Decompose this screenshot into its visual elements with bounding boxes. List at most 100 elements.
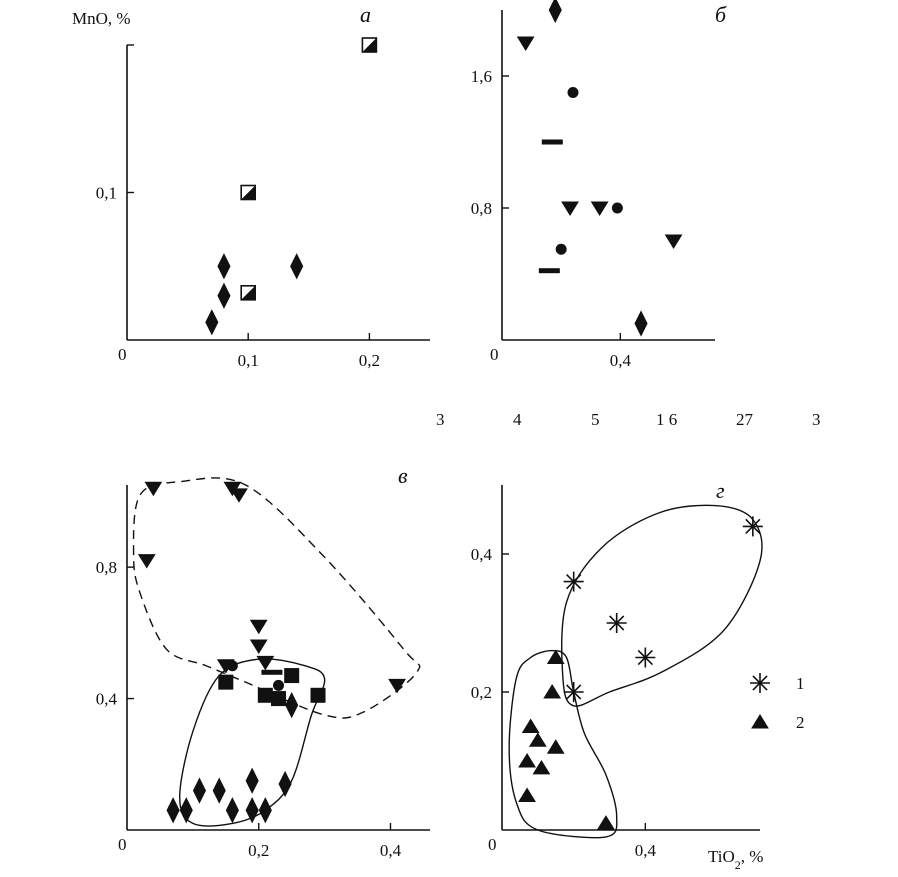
point-diamond	[166, 797, 180, 824]
x-tick-label: 0,2	[248, 841, 269, 860]
point-diamond	[245, 797, 259, 824]
origin-label: 0	[118, 835, 127, 854]
point-dash	[538, 268, 560, 274]
point-triangle-up	[518, 787, 536, 802]
y-tick-label: 0,8	[96, 558, 117, 577]
legend-label-2: 2	[796, 713, 805, 732]
point-square	[271, 691, 286, 707]
legend-asterisk-icon	[750, 673, 770, 693]
stray-number: 3	[436, 410, 445, 429]
point-triangle-down	[516, 36, 535, 51]
y-tick-label: 0,2	[471, 683, 492, 702]
field-outline-solid	[508, 649, 618, 839]
point-circle	[226, 660, 238, 672]
y-tick-label: 0,4	[96, 690, 118, 709]
point-diamond	[217, 253, 231, 280]
x-tick-label: 0,4	[380, 841, 402, 860]
point-diamond	[205, 309, 219, 336]
point-diamond	[258, 797, 272, 824]
point-diamond	[212, 777, 226, 804]
point-asterisk	[742, 516, 763, 537]
point-diamond	[217, 282, 231, 309]
point-triangle-up	[546, 739, 565, 754]
point-circle	[273, 679, 284, 691]
point-square	[284, 668, 300, 684]
point-triangle-down	[664, 234, 683, 249]
panel-label: г	[716, 478, 725, 503]
y-tick-label: 0,8	[471, 199, 492, 218]
x-axis-title: TiO2, %	[708, 847, 763, 872]
x-tick-label: 0,1	[238, 351, 259, 370]
stray-number: 5	[591, 410, 600, 429]
x-tick-label: 0,4	[610, 351, 632, 370]
point-triangle-down	[561, 201, 579, 216]
point-diamond	[225, 797, 239, 824]
point-triangle-down	[256, 655, 275, 671]
point-triangle-up	[518, 753, 536, 768]
point-triangle-up	[532, 759, 551, 775]
field-outline-dashed	[132, 477, 421, 719]
point-diamond	[179, 797, 193, 824]
stray-number: 4	[513, 410, 522, 429]
point-dash	[541, 139, 563, 145]
point-asterisk	[563, 571, 584, 592]
point-diamond	[245, 767, 259, 794]
panel-label: в	[398, 463, 408, 488]
point-circle	[555, 243, 567, 255]
panel-label: б	[715, 2, 727, 27]
panel-label: а	[360, 2, 371, 27]
point-half-square	[240, 184, 256, 201]
point-diamond	[634, 310, 648, 337]
y-tick-label: 0,1	[96, 184, 117, 203]
field-outline-solid	[561, 504, 763, 707]
point-triangle-down	[249, 619, 268, 635]
point-triangle-down	[388, 678, 406, 694]
legend-label-1: 1	[796, 674, 805, 693]
point-triangle-down	[590, 201, 609, 216]
point-dash	[261, 669, 283, 675]
point-diamond	[290, 253, 304, 280]
point-half-square	[361, 37, 378, 53]
panel-v: 0 в 0,2 0,4 0,4 0,8	[96, 463, 430, 860]
point-diamond	[285, 692, 299, 719]
point-circle	[567, 87, 579, 98]
origin-label: 0	[118, 345, 127, 364]
x-tick-label: 0,4	[635, 841, 657, 860]
point-square	[257, 687, 273, 703]
triangle-up-icon	[751, 714, 769, 729]
panel-a: 0 а 0,1 0,2 0,1	[96, 2, 430, 370]
point-diamond	[278, 770, 292, 798]
point-triangle-up	[528, 732, 547, 747]
stray-number: 3	[812, 410, 821, 429]
point-triangle-up	[546, 649, 565, 664]
point-half-square	[240, 284, 256, 301]
point-asterisk	[563, 682, 584, 702]
point-asterisk	[635, 647, 656, 668]
legend: 1 2	[750, 673, 805, 732]
point-triangle-down	[144, 481, 163, 497]
point-asterisk	[606, 613, 627, 633]
point-triangle-up	[521, 718, 540, 733]
origin-label: 0	[488, 835, 497, 854]
point-circle	[611, 202, 623, 214]
asterisk-icon	[750, 673, 770, 693]
point-triangle-down	[249, 639, 268, 654]
point-triangle-down	[230, 488, 248, 503]
point-triangle-up	[597, 815, 615, 830]
point-square	[310, 687, 326, 703]
x-tick-label: 0,2	[359, 351, 380, 370]
panel-g: 0 г 0,4 0,2 0,4	[471, 478, 763, 860]
point-diamond	[548, 0, 562, 24]
stray-number: 27	[736, 410, 754, 429]
y-axis-title: MnO, %	[72, 9, 131, 28]
point-square	[218, 674, 234, 690]
point-triangle-down	[137, 554, 156, 569]
legend-triangle-up-icon	[751, 714, 769, 729]
origin-label: 0	[490, 345, 499, 364]
point-diamond	[192, 777, 207, 804]
stray-number: 1 6	[656, 410, 677, 429]
panel-b: 0 б 0,4 0,8 1,6	[471, 0, 727, 370]
point-triangle-up	[543, 684, 562, 699]
y-tick-label: 1,6	[471, 67, 492, 86]
